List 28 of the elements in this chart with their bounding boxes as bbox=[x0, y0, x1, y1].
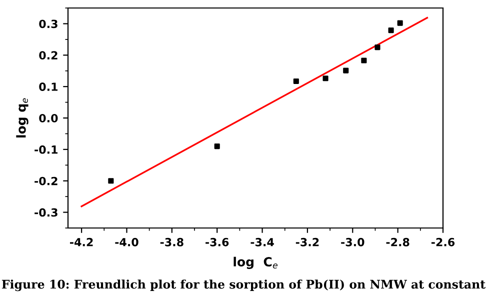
point bbox=[322, 76, 328, 82]
x-tick-label: -2.6 bbox=[431, 238, 455, 246]
y-tick-label: 0.2 bbox=[39, 51, 58, 60]
point bbox=[361, 58, 367, 64]
y-tick-label: 0.1 bbox=[39, 82, 58, 91]
point bbox=[108, 178, 114, 184]
point bbox=[293, 78, 299, 84]
y-axis-title: log q$_{e}$ bbox=[16, 98, 28, 138]
y-tick-label: -0.2 bbox=[34, 176, 58, 186]
x-tick-label: -3.0 bbox=[341, 238, 364, 246]
x-tick-label: -3.6 bbox=[206, 238, 229, 246]
point bbox=[374, 44, 380, 50]
point bbox=[343, 68, 349, 74]
y-tick-label: 0.0 bbox=[39, 114, 58, 122]
x-tick-label: -3.4 bbox=[250, 238, 274, 246]
x-tick-label: -3.8 bbox=[160, 238, 184, 246]
y-tick-label: 0.3 bbox=[39, 20, 58, 28]
x-tick-label: -2.8 bbox=[386, 238, 410, 246]
x-tick-label: -4.2 bbox=[70, 238, 93, 246]
caption: Figure 10: Freundlich plot for the sorption of Pb(II) on NMW at constant bbox=[2, 280, 486, 292]
point bbox=[397, 20, 403, 26]
y-tick-label: -0.1 bbox=[34, 145, 58, 154]
x-tick-label: -3.2 bbox=[296, 238, 319, 246]
point bbox=[214, 144, 220, 150]
x-axis-title: log C$_{e}$ bbox=[234, 256, 278, 270]
point bbox=[388, 28, 394, 34]
x-tick-label: -4.0 bbox=[115, 238, 138, 246]
y-tick-label: -0.3 bbox=[34, 208, 58, 217]
